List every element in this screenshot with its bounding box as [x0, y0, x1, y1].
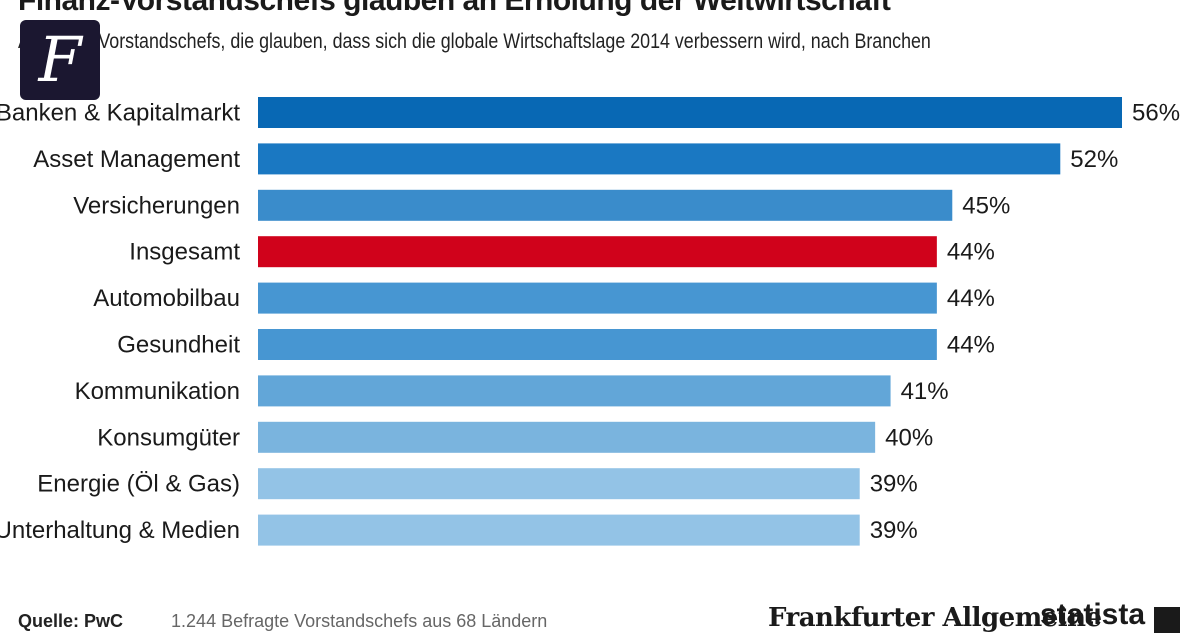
chart-subtitle: Anteil der Vorstandschefs, die glauben, …	[18, 30, 931, 53]
bar-chart: Banken & Kapitalmarkt 56% Asset Management…	[0, 97, 1180, 546]
value-label-7: 40%	[885, 424, 933, 451]
value-label-1: 52%	[1070, 146, 1118, 173]
faz-logo-letter: F	[38, 23, 82, 96]
survey-note: 1.244 Befragte Vorstandschefs aus 68 Län…	[171, 611, 548, 631]
bar-8	[258, 468, 860, 500]
category-label-2: Versicherungen	[73, 192, 240, 219]
source-label: Quelle: PwC	[18, 611, 124, 631]
category-label-5: Gesundheit	[117, 332, 240, 359]
category-label-8: Energie (Öl & Gas)	[37, 471, 240, 498]
source-footer: Quelle: PwC 1.244 Befragte Vorstandschefs…	[18, 611, 547, 632]
bar-4	[258, 282, 937, 314]
bar-7	[258, 421, 876, 453]
bar-6	[258, 375, 891, 407]
value-label-8: 39%	[870, 471, 918, 498]
value-label-5: 44%	[947, 332, 995, 359]
value-label-0: 56%	[1132, 100, 1180, 127]
statista-wordmark: statista	[1040, 598, 1146, 631]
category-label-3: Insgesamt	[129, 239, 240, 266]
bar-1	[258, 143, 1061, 175]
value-label-9: 39%	[870, 517, 918, 544]
category-label-0: Banken & Kapitalmarkt	[0, 100, 240, 127]
bar-5	[258, 329, 937, 360]
bar-9	[258, 514, 860, 546]
bar-2	[258, 189, 953, 221]
bar-3	[258, 236, 937, 268]
value-label-2: 45%	[962, 192, 1010, 219]
category-label-9: Unterhaltung & Medien	[0, 517, 240, 544]
category-label-7: Konsumgüter	[97, 424, 240, 451]
category-label-4: Automobilbau	[93, 285, 240, 312]
statista-logo-icon	[1154, 607, 1180, 633]
value-label-3: 44%	[947, 239, 995, 266]
faz-logo-badge: F	[20, 20, 100, 100]
chart-title: Finanz-Vorstandschefs glauben an Erholun…	[18, 0, 891, 17]
value-label-4: 44%	[947, 285, 995, 312]
value-label-6: 41%	[901, 378, 949, 405]
category-label-6: Kommunikation	[75, 378, 240, 405]
category-label-1: Asset Management	[33, 146, 240, 173]
bar-0	[258, 97, 1122, 128]
